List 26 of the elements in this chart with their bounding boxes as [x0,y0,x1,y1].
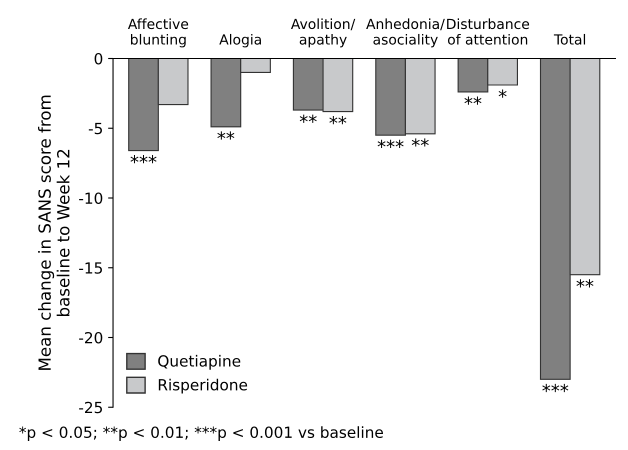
y-tick-label: -20 [79,332,102,344]
annotation: ** [329,116,346,124]
y-tick-label: -25 [79,402,102,414]
annotation: ** [300,114,317,123]
y-tick-label: 0 [94,52,102,65]
annotation: * [498,89,507,98]
x-tick-label: Alogia [219,34,261,48]
x-tick-label: Affective blunting [128,18,188,48]
legend-label: Quetiapine [158,354,240,370]
annotation: ** [217,131,234,140]
text: *p < 0.05; **p < 0.01; ***p < 0.001 vs baseline [19,426,383,441]
annotation: *** [378,140,404,148]
y-tick-label: -10 [79,192,102,204]
y-axis-title: Mean change in SANS score from baseline to Week 12 [38,96,70,370]
x-tick-label: Avolition/ apathy [290,18,356,48]
legend-label: Risperidone [158,378,248,394]
annotation: ** [464,96,482,105]
annotation: *** [130,155,157,164]
x-tick-label: Disturbance of attention [447,18,530,45]
x-tick-label: Anhedonia/ asociality [366,18,445,48]
annotation: *** [542,384,568,392]
x-tick-label: Total [554,34,586,45]
y-tick-label: -5 [88,122,102,134]
annotation: ** [576,279,594,288]
y-tick-label: -15 [79,262,102,274]
annotation: ** [412,138,429,147]
